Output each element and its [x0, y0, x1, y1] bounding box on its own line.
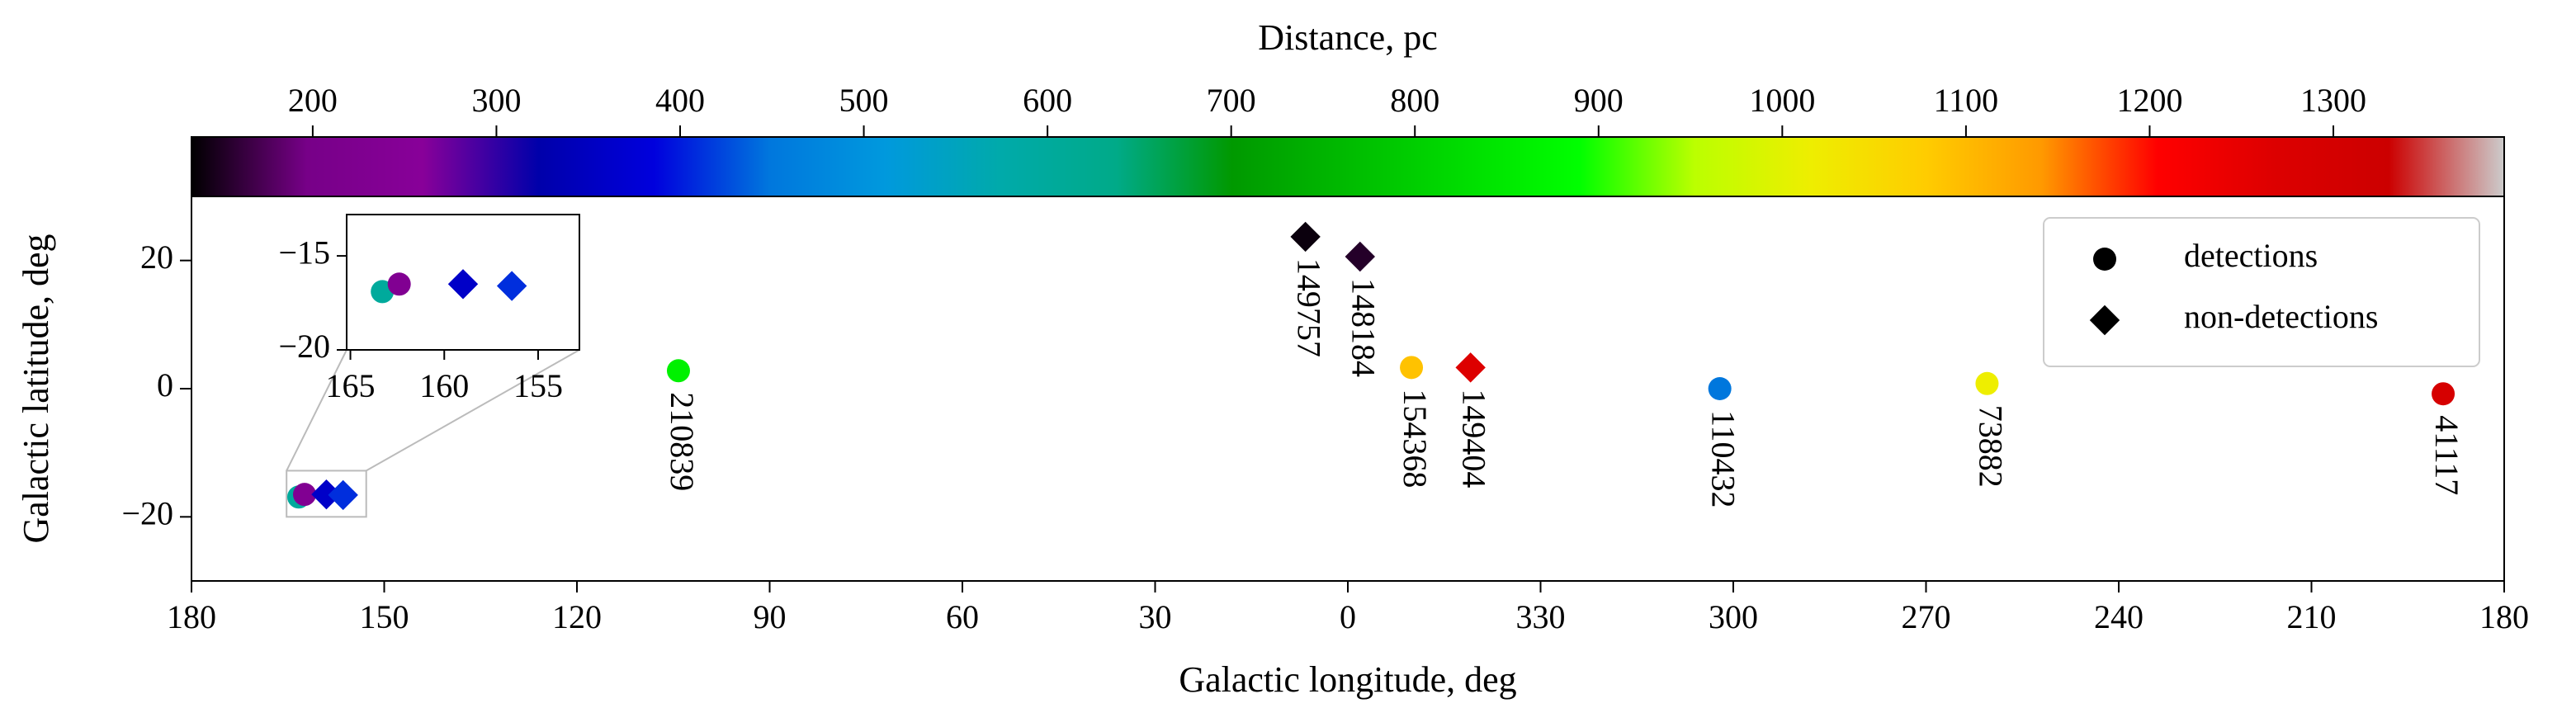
y-axis-label: Galactic latitude, deg: [16, 234, 56, 543]
legend-label: detections: [2184, 237, 2318, 274]
x-tick-label: 330: [1516, 598, 1566, 635]
point-label: 110432: [1704, 410, 1742, 508]
legend-box: [2043, 217, 2480, 367]
colorbar-label: Distance, pc: [1258, 17, 1437, 58]
x-tick-label: 0: [1340, 598, 1356, 635]
marker: [496, 271, 527, 301]
point-label: 148184: [1345, 278, 1383, 377]
inset-x-tick-label: 155: [513, 367, 563, 404]
marker: [2093, 248, 2116, 271]
colorbar-tick-label: 600: [1023, 82, 1072, 119]
point-label: 73882: [1972, 405, 2009, 488]
inset-points: [371, 269, 527, 304]
colorbar-tick-label: 300: [471, 82, 521, 119]
x-axis-label: Galactic longitude, deg: [1179, 659, 1516, 700]
x-tick-label: 240: [2094, 598, 2144, 635]
colorbar-tick-label: 1200: [2116, 82, 2182, 119]
colorbar-tick-label: 700: [1207, 82, 1256, 119]
x-tick-label: 180: [167, 598, 216, 635]
point-label: 149757: [1290, 258, 1327, 357]
colorbar-tick-label: 200: [288, 82, 338, 119]
marker: [292, 483, 316, 507]
zoom-connector: [366, 349, 580, 472]
marker: [447, 269, 479, 300]
marker: [1455, 352, 1486, 383]
x-tick-label: 120: [552, 598, 602, 635]
point-label: 149404: [1455, 389, 1492, 488]
marker: [1400, 356, 1424, 380]
x-tick-label: 180: [2479, 598, 2529, 635]
marker: [666, 359, 690, 383]
inset-x-tick-label: 160: [419, 367, 469, 404]
colorbar-tick-label: 500: [839, 82, 889, 119]
inset-y-tick-label: −20: [278, 328, 330, 365]
point-label: 41117: [2428, 415, 2465, 495]
x-tick-label: 150: [360, 598, 409, 635]
zoom-box: [286, 470, 367, 518]
y-tick-label: 0: [157, 366, 173, 404]
colorbar-tick-label: 1300: [2300, 82, 2366, 119]
x-tick-label: 300: [1709, 598, 1758, 635]
colorbar-tick-label: 800: [1390, 82, 1439, 119]
zoom-connector: [286, 349, 347, 471]
colorbar-tick-label: 1000: [1749, 82, 1815, 119]
x-tick-label: 60: [946, 598, 979, 635]
colorbar-tick-label: 400: [655, 82, 705, 119]
x-tick-label: 90: [754, 598, 787, 635]
marker: [387, 272, 411, 296]
x-tick-label: 210: [2287, 598, 2337, 635]
marker: [1290, 221, 1321, 253]
colorbar-tick-label: 900: [1574, 82, 1624, 119]
marker: [328, 479, 358, 511]
marker: [1345, 241, 1375, 272]
marker: [2432, 382, 2455, 406]
point-label: 210839: [664, 392, 701, 491]
colorbar: [191, 136, 2505, 197]
y-tick-label: 20: [140, 238, 173, 276]
inset-x-tick-label: 165: [326, 367, 376, 404]
x-tick-label: 30: [1139, 598, 1172, 635]
legend-label: non-detections: [2184, 298, 2379, 335]
point-label: 154368: [1397, 389, 1434, 488]
y-tick-label: −20: [121, 495, 173, 532]
marker: [2089, 304, 2120, 336]
marker: [1975, 371, 1999, 395]
inset-y-tick-label: −15: [278, 234, 330, 271]
marker: [1708, 377, 1732, 400]
marker: [311, 479, 342, 510]
x-tick-label: 270: [1902, 598, 1951, 635]
points: [286, 221, 2455, 511]
colorbar-tick-label: 1100: [1934, 82, 1999, 119]
